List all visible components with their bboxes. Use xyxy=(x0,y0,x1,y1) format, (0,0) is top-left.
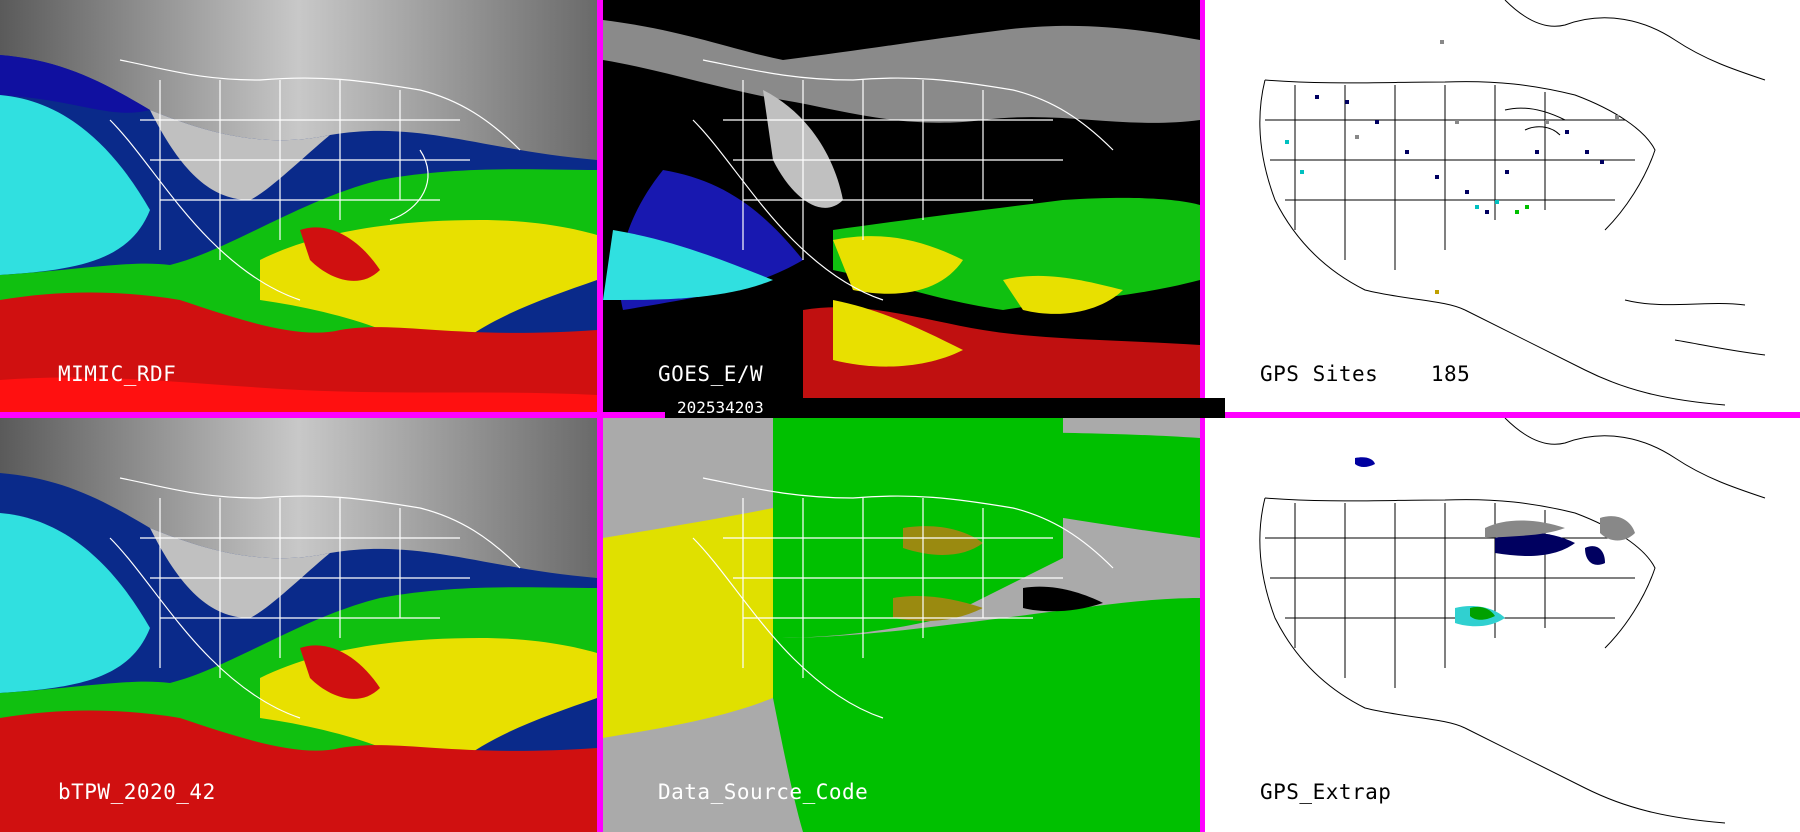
data-source-code-map-panel[interactable]: Data_Source_Code xyxy=(603,418,1200,832)
gps-extrap-patches xyxy=(1355,457,1635,627)
date-bar: 202534203 xyxy=(665,398,1225,418)
mimic-rdf-map-panel[interactable]: MIMIC_RDF xyxy=(0,0,597,412)
gps-site-markers xyxy=(1285,40,1619,294)
panel-label: MIMIC_RDF xyxy=(58,362,177,386)
panel-label: GPS Sites 185 xyxy=(1260,364,1470,385)
btpw-pw-field xyxy=(0,418,597,832)
gps-extrap-map xyxy=(1205,418,1800,832)
gps-sites-title: GPS Sites xyxy=(1260,362,1379,386)
data-source-field xyxy=(603,418,1200,832)
panel-label: Data_Source_Code xyxy=(658,780,869,804)
gps-extrap-map-panel[interactable]: GPS_Extrap xyxy=(1205,418,1800,832)
gps-sites-map xyxy=(1205,0,1800,412)
goes-ew-pw-field xyxy=(603,0,1200,412)
panel-label: GOES_E/W xyxy=(658,362,764,386)
gps-sites-map-panel[interactable]: GPS Sites 185 xyxy=(1205,0,1800,412)
gps-sites-count: 185 xyxy=(1430,362,1471,386)
panel-label: bTPW_2020_42 xyxy=(58,780,216,804)
panel-label: GPS_Extrap xyxy=(1260,780,1392,804)
mimic-rdf-pw-field xyxy=(0,0,597,412)
goes-ew-map-panel[interactable]: GOES_E/W xyxy=(603,0,1200,412)
btpw-map-panel[interactable]: bTPW_2020_42 xyxy=(0,418,597,832)
